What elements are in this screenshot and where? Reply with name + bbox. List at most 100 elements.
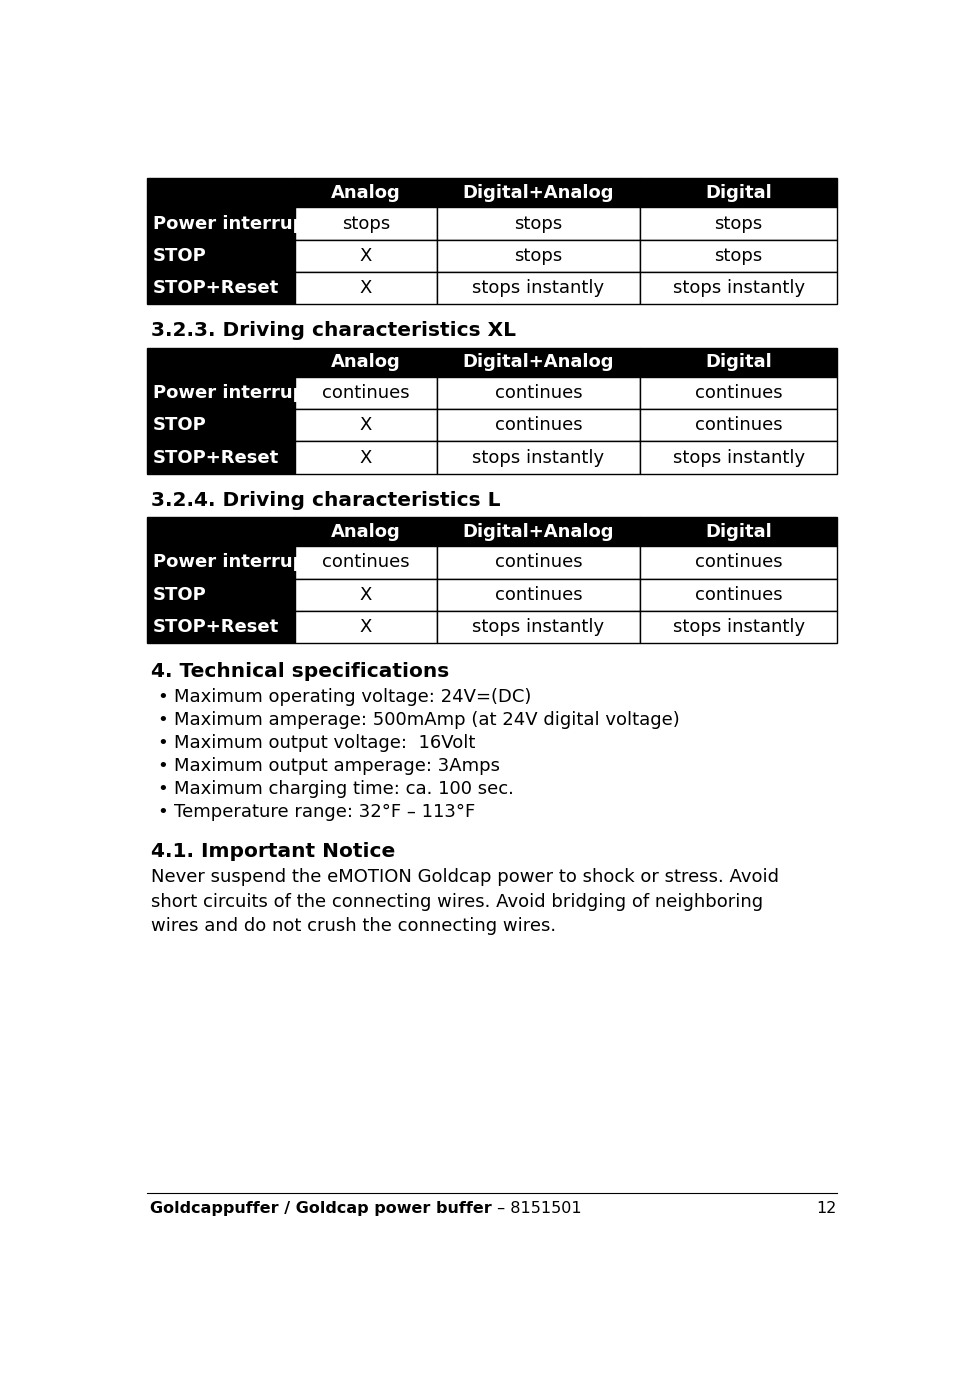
Bar: [147, 579, 296, 611]
Text: Digital+Analog: Digital+Analog: [463, 522, 614, 540]
Bar: [437, 611, 640, 643]
Text: Maximum output voltage:  16Volt: Maximum output voltage: 16Volt: [175, 734, 475, 752]
Bar: [437, 347, 640, 376]
Bar: [296, 611, 437, 643]
Text: X: X: [360, 448, 372, 466]
Text: STOP: STOP: [153, 416, 206, 434]
Text: continues: continues: [494, 586, 583, 604]
Bar: [147, 409, 296, 441]
Text: continues: continues: [494, 384, 583, 403]
Text: stops: stops: [515, 247, 563, 265]
Text: continues: continues: [323, 554, 410, 572]
Text: Digital: Digital: [706, 353, 772, 371]
Text: Analog: Analog: [331, 183, 401, 201]
Text: Digital: Digital: [706, 522, 772, 540]
Text: stops instantly: stops instantly: [673, 279, 804, 297]
Text: short circuits of the connecting wires. Avoid bridging of neighboring: short circuits of the connecting wires. …: [151, 892, 763, 911]
Text: •: •: [157, 711, 168, 729]
Text: Power interrupt: Power interrupt: [153, 215, 314, 233]
Text: X: X: [360, 586, 372, 604]
Text: 4. Technical specifications: 4. Technical specifications: [151, 662, 449, 680]
Text: stops: stops: [515, 215, 563, 233]
Text: stops instantly: stops instantly: [673, 618, 804, 636]
Text: – 8151501: – 8151501: [492, 1201, 582, 1216]
Text: continues: continues: [494, 416, 583, 434]
Bar: [296, 178, 437, 207]
Text: 3.2.3. Driving characteristics XL: 3.2.3. Driving characteristics XL: [151, 322, 516, 340]
Bar: [640, 178, 837, 207]
Bar: [437, 272, 640, 304]
Bar: [437, 545, 640, 579]
Bar: [296, 409, 437, 441]
Text: Temperature range: 32°F – 113°F: Temperature range: 32°F – 113°F: [175, 804, 475, 822]
Bar: [640, 545, 837, 579]
Text: •: •: [157, 804, 168, 822]
Bar: [296, 240, 437, 272]
Text: continues: continues: [494, 554, 583, 572]
Bar: [640, 441, 837, 473]
Text: continues: continues: [695, 554, 782, 572]
Text: Maximum output amperage: 3Amps: Maximum output amperage: 3Amps: [175, 756, 500, 775]
Text: continues: continues: [695, 416, 782, 434]
Text: •: •: [157, 688, 168, 706]
Bar: [296, 579, 437, 611]
Bar: [147, 516, 296, 545]
Text: stops instantly: stops instantly: [472, 448, 605, 466]
Text: 3.2.4. Driving characteristics L: 3.2.4. Driving characteristics L: [151, 491, 500, 509]
Bar: [437, 516, 640, 545]
Bar: [296, 545, 437, 579]
Text: wires and do not crush the connecting wires.: wires and do not crush the connecting wi…: [151, 917, 556, 936]
Text: Power interrupt: Power interrupt: [153, 554, 314, 572]
Bar: [296, 272, 437, 304]
Bar: [437, 579, 640, 611]
Text: STOP+Reset: STOP+Reset: [153, 618, 278, 636]
Bar: [640, 347, 837, 376]
Text: •: •: [157, 756, 168, 775]
Bar: [640, 579, 837, 611]
Bar: [296, 441, 437, 473]
Text: Digital+Analog: Digital+Analog: [463, 183, 614, 201]
Text: 12: 12: [817, 1201, 837, 1216]
Text: STOP+Reset: STOP+Reset: [153, 279, 278, 297]
Text: STOP: STOP: [153, 247, 206, 265]
Bar: [296, 516, 437, 545]
Bar: [147, 347, 296, 376]
Text: STOP: STOP: [153, 586, 206, 604]
Bar: [437, 409, 640, 441]
Text: 4.1. Important Notice: 4.1. Important Notice: [151, 843, 396, 861]
Text: Power interrupt: Power interrupt: [153, 384, 314, 403]
Text: Maximum amperage: 500mAmp (at 24V digital voltage): Maximum amperage: 500mAmp (at 24V digita…: [175, 711, 680, 729]
Bar: [640, 409, 837, 441]
Bar: [437, 441, 640, 473]
Text: Analog: Analog: [331, 522, 401, 540]
Bar: [147, 178, 296, 207]
Bar: [147, 611, 296, 643]
Text: stops instantly: stops instantly: [472, 618, 605, 636]
Text: stops instantly: stops instantly: [673, 448, 804, 466]
Bar: [640, 207, 837, 240]
Bar: [147, 272, 296, 304]
Bar: [640, 240, 837, 272]
Bar: [147, 441, 296, 473]
Text: Maximum charging time: ca. 100 sec.: Maximum charging time: ca. 100 sec.: [175, 780, 515, 798]
Bar: [640, 516, 837, 545]
Bar: [640, 272, 837, 304]
Bar: [640, 376, 837, 409]
Text: •: •: [157, 780, 168, 798]
Text: Digital: Digital: [706, 183, 772, 201]
Text: continues: continues: [695, 586, 782, 604]
Bar: [296, 207, 437, 240]
Text: stops: stops: [342, 215, 391, 233]
Text: Digital+Analog: Digital+Analog: [463, 353, 614, 371]
Text: X: X: [360, 416, 372, 434]
Bar: [147, 545, 296, 579]
Text: continues: continues: [323, 384, 410, 403]
Text: X: X: [360, 279, 372, 297]
Bar: [296, 376, 437, 409]
Bar: [147, 376, 296, 409]
Bar: [437, 207, 640, 240]
Bar: [437, 178, 640, 207]
Text: Never suspend the eMOTION Goldcap power to shock or stress. Avoid: Never suspend the eMOTION Goldcap power …: [151, 868, 779, 886]
Bar: [296, 347, 437, 376]
Bar: [640, 611, 837, 643]
